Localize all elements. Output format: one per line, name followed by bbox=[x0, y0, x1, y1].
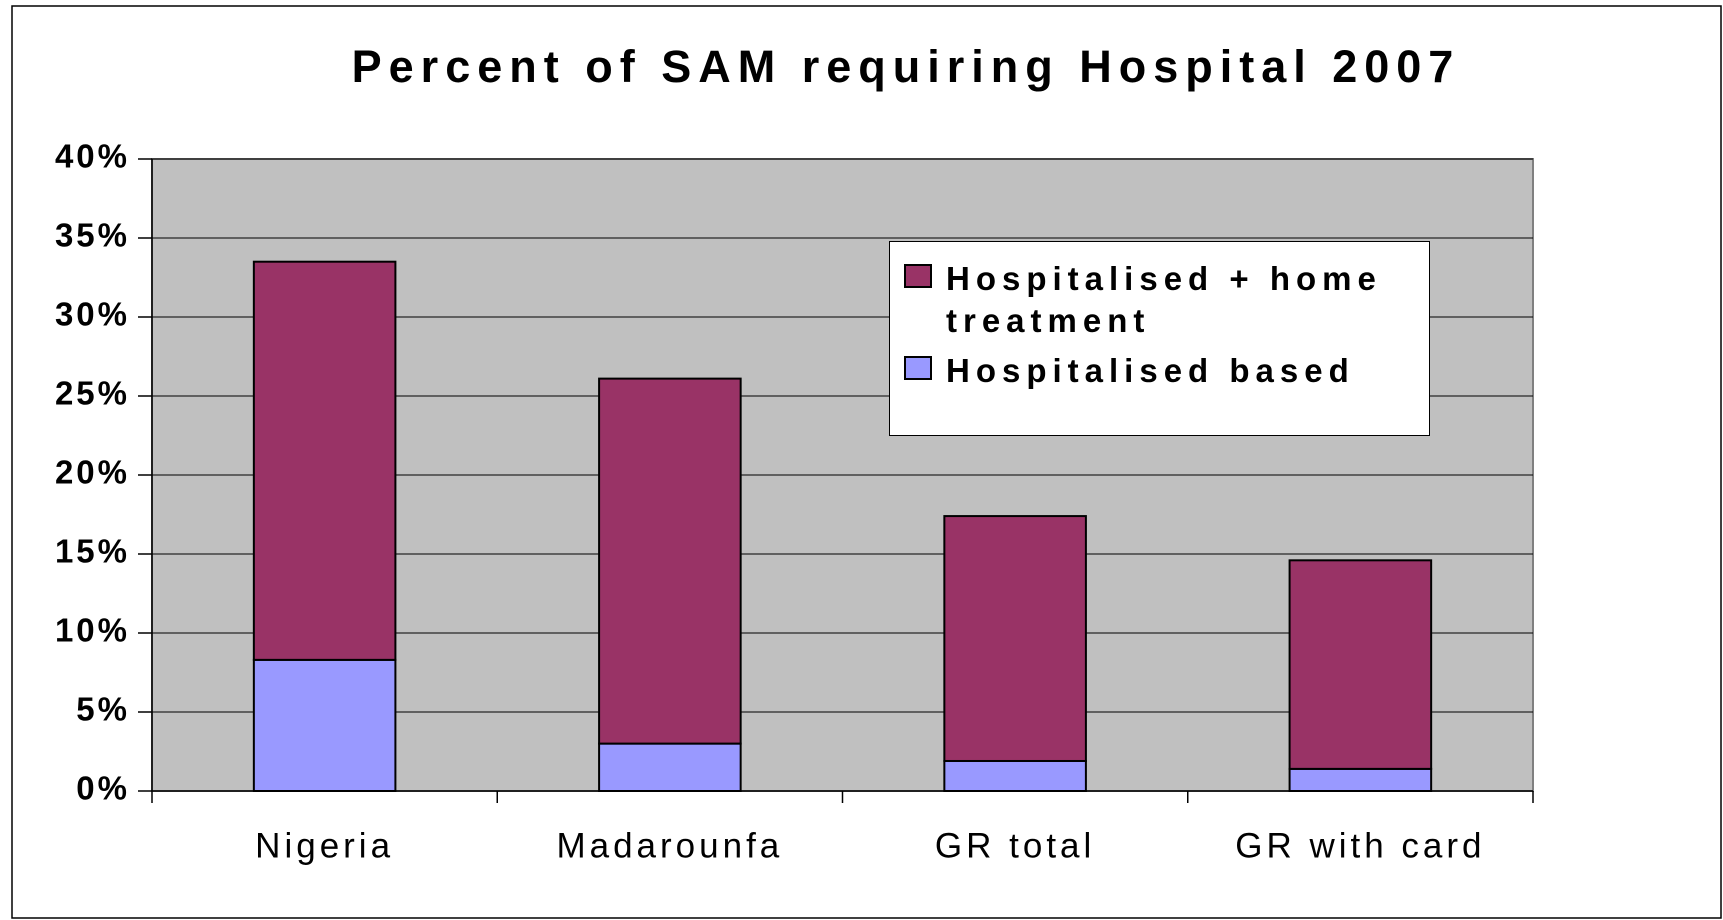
y-tick-label: 15% bbox=[55, 533, 130, 570]
bar-segment bbox=[1288, 559, 1433, 770]
legend-swatch bbox=[904, 356, 932, 380]
y-tick-label: 35% bbox=[55, 217, 130, 254]
y-tick-label: 40% bbox=[55, 138, 130, 175]
y-tick-label: 10% bbox=[55, 612, 130, 649]
bar-segment bbox=[252, 260, 397, 661]
y-tick-label: 0% bbox=[76, 770, 130, 807]
x-tick-label: Nigeria bbox=[255, 826, 394, 865]
x-tick-label: Madarounfa bbox=[556, 826, 783, 865]
y-tick-label: 25% bbox=[55, 375, 130, 412]
x-tick-label: GR total bbox=[935, 826, 1095, 865]
legend-item: Hospitalised based bbox=[904, 350, 1419, 392]
y-tick-label: 30% bbox=[55, 296, 130, 333]
legend-label: Hospitalised based bbox=[946, 352, 1355, 389]
bar-segment bbox=[943, 515, 1087, 762]
y-tick-label: 20% bbox=[55, 454, 130, 491]
legend-swatch bbox=[904, 264, 932, 288]
legend-item: Hospitalised + home treatment bbox=[904, 258, 1419, 342]
bar-segment bbox=[598, 377, 742, 745]
bar-segment bbox=[943, 759, 1087, 792]
bar-segment bbox=[1288, 767, 1433, 793]
legend: Hospitalised + home treatment Hospitalise… bbox=[889, 241, 1430, 436]
bar-segment bbox=[252, 658, 397, 792]
x-tick-label: GR with card bbox=[1235, 826, 1485, 865]
legend-label: Hospitalised + home treatment bbox=[946, 260, 1382, 339]
bar-segment bbox=[598, 742, 742, 792]
chart-title: Percent of SAM requiring Hospital 2007 bbox=[352, 41, 1461, 92]
y-tick-label: 5% bbox=[76, 691, 130, 728]
